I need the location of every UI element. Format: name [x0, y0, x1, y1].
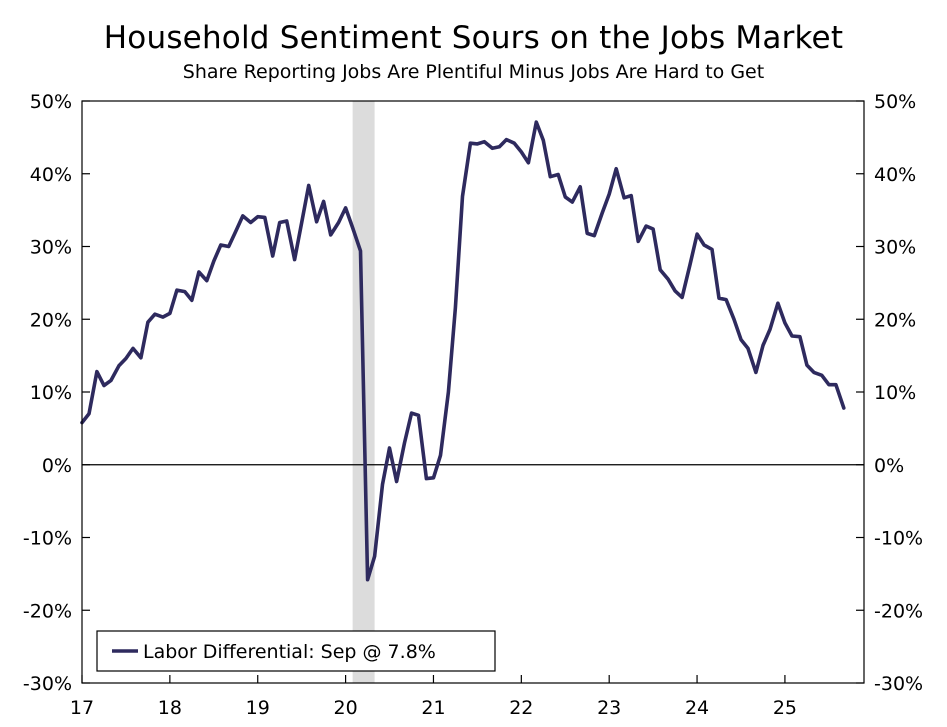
y-tick-label-right: 20%: [874, 309, 916, 331]
y-tick-label-left: -10%: [23, 528, 72, 550]
y-tick-label-left: 40%: [30, 164, 72, 186]
x-tick-label: 21: [421, 697, 445, 719]
x-tick-label: 24: [685, 697, 709, 719]
y-tick-label-right: 50%: [874, 91, 916, 113]
y-tick-label-left: 50%: [30, 91, 72, 113]
y-tick-label-left: 30%: [30, 237, 72, 259]
legend-box: [96, 630, 496, 672]
legend-label: Labor Differential: Sep @ 7.8%: [143, 641, 436, 663]
series-line-0: [80, 120, 846, 582]
y-tick-label-left: 20%: [30, 309, 72, 331]
chart-subtitle: Share Reporting Jobs Are Plentiful Minus…: [182, 61, 765, 83]
x-tick-label: 20: [334, 697, 358, 719]
y-tick-label-left: 0%: [42, 455, 72, 477]
y-tick-label-right: 10%: [874, 382, 916, 404]
x-tick-label: 23: [597, 697, 621, 719]
x-tick-label: 18: [158, 697, 182, 719]
x-tick-label: 17: [70, 697, 94, 719]
y-tick-label-left: -20%: [23, 600, 72, 622]
y-tick-label-left: -30%: [23, 673, 72, 695]
x-tick-label: 19: [246, 697, 270, 719]
y-tick-label-right: 40%: [874, 164, 916, 186]
y-tick-label-right: 30%: [874, 237, 916, 259]
x-tick-label: 22: [509, 697, 533, 719]
y-tick-label-right: 0%: [874, 455, 904, 477]
y-tick-label-right: -10%: [874, 528, 923, 550]
y-tick-label-left: 10%: [30, 382, 72, 404]
x-tick-label: 25: [773, 697, 797, 719]
y-tick-label-right: -30%: [874, 673, 923, 695]
chart-title: Household Sentiment Sours on the Jobs Ma…: [103, 20, 844, 56]
plot-frame: [81, 100, 865, 684]
y-tick-label-right: -20%: [874, 600, 923, 622]
